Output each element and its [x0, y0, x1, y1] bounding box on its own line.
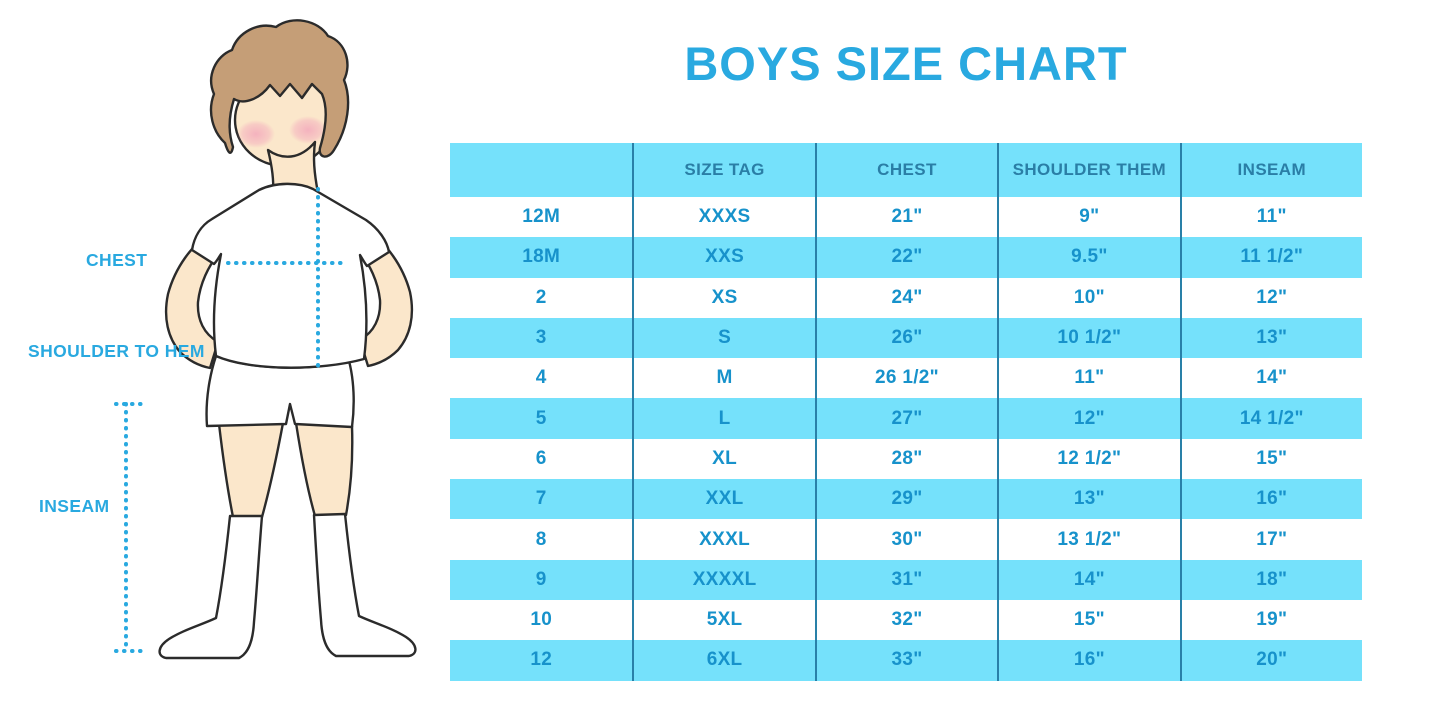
table-body: 12M XXXS 21" 9" 11" 18M XXS 22" 9.5" 11 1/2" 2 XS 24…	[450, 197, 1362, 681]
boy-left-arm	[164, 230, 222, 370]
table-cell: 24"	[814, 277, 997, 318]
table-cell: 10"	[997, 277, 1179, 318]
table-cell: 4	[535, 367, 547, 389]
boy-tshirt	[190, 182, 391, 369]
table-cell: 11 1/2"	[1179, 237, 1362, 278]
table-cell: 13 1/2"	[997, 519, 1179, 560]
table-cell: 13"	[1179, 317, 1362, 359]
table-cell: M	[632, 358, 814, 399]
table-cell: 9.5"	[997, 237, 1179, 278]
table-cell: 27"	[814, 398, 997, 439]
table-row: 12 6XL 33" 16" 20"	[450, 640, 1362, 681]
table-cell: 9"	[997, 197, 1179, 238]
table-cell: 5XL	[632, 599, 814, 641]
table-header-cell: CHEST	[814, 143, 997, 197]
table-cell: 15"	[1179, 438, 1362, 480]
table-cell: 28"	[814, 438, 997, 480]
table-cell: 18M	[522, 246, 561, 268]
table-cell: 18"	[1179, 559, 1362, 600]
table-cell: 31"	[814, 559, 997, 600]
table-cell: 14"	[997, 559, 1179, 600]
table-cell: 8	[535, 528, 547, 550]
table-cell: 21"	[814, 197, 997, 238]
table-cell: 16"	[1179, 479, 1362, 520]
table-cell: XXXL	[632, 519, 814, 560]
table-cell: 14"	[1179, 358, 1362, 399]
boy-left-sock	[158, 514, 264, 660]
table-cell: 12"	[1179, 277, 1362, 318]
table-cell: S	[632, 317, 814, 359]
table-cell: 17"	[1179, 519, 1362, 560]
table-cell: 30"	[814, 519, 997, 560]
table-cell: XXXXL	[632, 559, 814, 600]
boy-figure-illustration	[114, 19, 417, 660]
table-header-cell	[450, 143, 632, 197]
boy-neck	[266, 140, 320, 195]
table-cell: XXS	[632, 237, 814, 278]
table-row: 12M XXXS 21" 9" 11"	[450, 197, 1362, 238]
table-cell: 33"	[814, 640, 997, 681]
table-cell: 12	[530, 649, 553, 671]
table-row: 4 M 26 1/2" 11" 14"	[450, 358, 1362, 399]
table-cell: XXXS	[632, 197, 814, 238]
table-cell: 19"	[1179, 599, 1362, 641]
boy-left-leg	[217, 421, 285, 519]
boy-cheek-left	[237, 120, 275, 148]
table-cell: 5	[535, 407, 547, 429]
table-cell: 32"	[814, 599, 997, 641]
table-cell: 9	[535, 568, 547, 590]
table-row: 7 XXL 29" 13" 16"	[450, 479, 1362, 520]
boy-right-leg	[294, 421, 354, 518]
table-cell: 3	[535, 327, 547, 349]
chest-label: CHEST	[86, 250, 148, 270]
table-cell: 6XL	[632, 640, 814, 681]
table-row: 18M XXS 22" 9.5" 11 1/2"	[450, 237, 1362, 278]
table-cell: 29"	[814, 479, 997, 520]
table-cell: 12 1/2"	[997, 438, 1179, 480]
table-cell: 16"	[997, 640, 1179, 681]
table-cell: XXL	[632, 479, 814, 520]
size-table: SIZE TAG CHEST SHOULDER THEM INSEAM 12M X…	[450, 143, 1362, 681]
boy-right-sock	[312, 512, 417, 658]
table-cell: 22"	[814, 237, 997, 278]
table-cell: 2	[535, 286, 547, 308]
table-header-cell: SHOULDER THEM	[997, 143, 1179, 197]
table-header-cell: SIZE TAG	[632, 143, 814, 197]
table-header-cell: INSEAM	[1179, 143, 1362, 197]
table-cell: 26 1/2"	[814, 358, 997, 399]
table-cell: XL	[632, 438, 814, 480]
boy-hair	[209, 19, 350, 158]
table-row: 6 XL 28" 12 1/2" 15"	[450, 438, 1362, 480]
table-cell: 6	[535, 447, 547, 469]
table-row: 5 L 27" 12" 14 1/2"	[450, 398, 1362, 439]
table-cell: 10	[530, 609, 553, 631]
shoulder-to-hem-label: SHOULDER TO HEM	[28, 341, 205, 361]
table-cell: 11"	[997, 358, 1179, 399]
table-row: 10 5XL 32" 15" 19"	[450, 599, 1362, 641]
table-cell: 12M	[522, 206, 561, 228]
table-cell: 26"	[814, 317, 997, 359]
table-cell: XS	[632, 277, 814, 318]
table-cell: 10 1/2"	[997, 317, 1179, 359]
boy-cheek-right	[289, 116, 327, 144]
table-header-row: SIZE TAG CHEST SHOULDER THEM INSEAM	[450, 143, 1362, 197]
table-row: 3 S 26" 10 1/2" 13"	[450, 317, 1362, 359]
page-title: BOYS SIZE CHART	[684, 37, 1128, 90]
table-cell: 14 1/2"	[1179, 398, 1362, 439]
table-cell: 20"	[1179, 640, 1362, 681]
table-cell: L	[632, 398, 814, 439]
table-cell: 11"	[1179, 197, 1362, 238]
table-cell: 13"	[997, 479, 1179, 520]
table-cell: 15"	[997, 599, 1179, 641]
inseam-label: INSEAM	[39, 496, 110, 516]
table-cell: 7	[535, 488, 547, 510]
table-cell: 12"	[997, 398, 1179, 439]
table-row: 9 XXXXL 31" 14" 18"	[450, 559, 1362, 600]
table-row: 2 XS 24" 10" 12"	[450, 277, 1362, 318]
table-row: 8 XXXL 30" 13 1/2" 17"	[450, 519, 1362, 560]
